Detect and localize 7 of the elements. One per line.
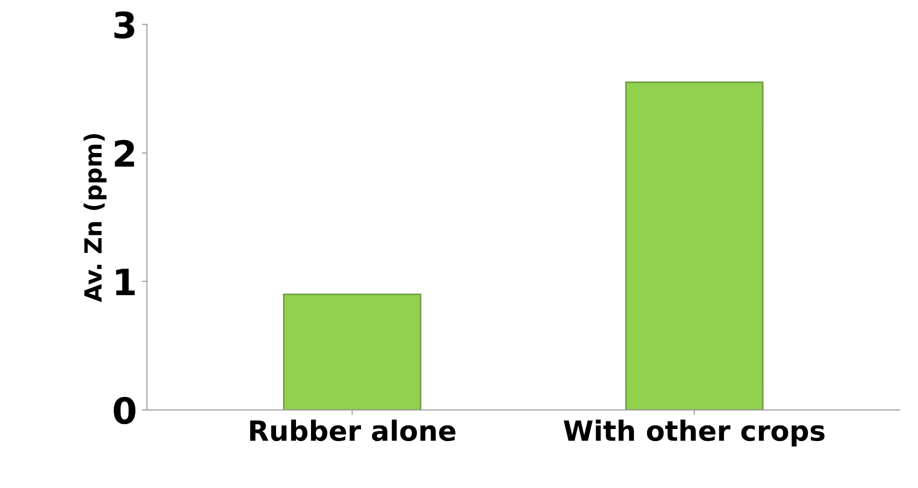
x-tick-label: Rubber alone [250,420,456,442]
y-tick-label: 3 [114,11,134,39]
y-tick-label: 2 [114,140,134,167]
y-tick-label: 0 [114,396,136,424]
y-axis-title: Av. Zn (ppm) [84,134,106,302]
y-tick-label: 1 [116,268,135,296]
x-tick-label: With other crops [564,420,824,447]
